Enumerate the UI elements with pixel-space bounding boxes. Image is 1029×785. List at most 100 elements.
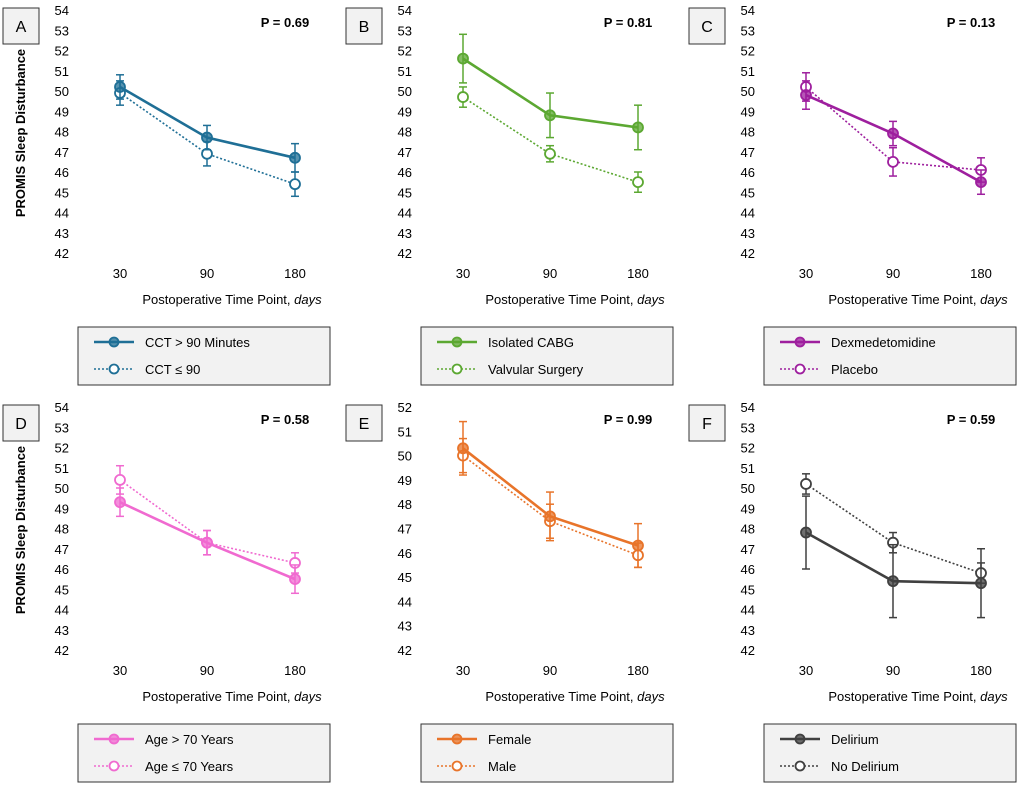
y-tick-label: 52 bbox=[398, 400, 412, 415]
legend-label: Age > 70 Years bbox=[145, 732, 234, 747]
series-line bbox=[462, 96, 639, 183]
series-solid bbox=[800, 495, 987, 619]
x-tick-label: 90 bbox=[200, 266, 214, 281]
data-point bbox=[632, 539, 644, 552]
p-value-label: P = 0.69 bbox=[261, 15, 310, 30]
y-tick-label: 43 bbox=[741, 226, 755, 241]
panel-letter: A bbox=[16, 19, 27, 36]
legend-label: Isolated CABG bbox=[488, 335, 574, 350]
y-tick-label: 52 bbox=[398, 44, 412, 59]
x-axis-label-unit: days bbox=[980, 689, 1008, 704]
y-tick-label: 50 bbox=[741, 481, 755, 496]
data-point bbox=[800, 478, 812, 490]
x-axis-label: Postoperative Time Point, days bbox=[485, 292, 665, 307]
y-tick-label: 42 bbox=[55, 643, 69, 658]
y-tick-label: 44 bbox=[741, 206, 755, 221]
data-point bbox=[457, 91, 469, 103]
y-tick-label: 52 bbox=[55, 441, 69, 456]
data-point bbox=[289, 178, 301, 191]
data-point bbox=[289, 151, 301, 164]
y-tick-label: 49 bbox=[55, 104, 69, 119]
legend-label: CCT ≤ 90 bbox=[145, 362, 200, 377]
y-tick-label: 45 bbox=[55, 582, 69, 597]
y-tick-label: 53 bbox=[398, 23, 412, 38]
data-point bbox=[114, 474, 126, 486]
p-value-label: P = 0.13 bbox=[947, 15, 996, 30]
panel-c: C 42 43 44 45 46 47 48 49 50 51 52 53 54 30 90 180 P = 0.… bbox=[688, 3, 1017, 386]
y-tick-label: 45 bbox=[741, 582, 755, 597]
panel-e: E 42 43 44 45 46 47 48 49 50 51 52 30 90 180 P = 0.99 Po… bbox=[345, 400, 674, 783]
panel-letter: D bbox=[15, 416, 27, 433]
y-tick-label: 42 bbox=[741, 246, 755, 261]
x-axis-label: Postoperative Time Point, days bbox=[142, 292, 322, 307]
legend-box bbox=[763, 326, 1017, 386]
series-solid bbox=[114, 74, 301, 173]
legend-marker bbox=[451, 363, 463, 375]
legend-label: Age ≤ 70 Years bbox=[145, 759, 234, 774]
y-tick-label: 50 bbox=[398, 449, 412, 464]
x-axis-label: Postoperative Time Point, days bbox=[828, 689, 1008, 704]
x-tick-label: 30 bbox=[799, 663, 813, 678]
x-tick-label: 30 bbox=[456, 663, 470, 678]
y-tick-label: 53 bbox=[55, 420, 69, 435]
data-point bbox=[114, 81, 126, 93]
x-axis-label-text: Postoperative Time Point, bbox=[828, 689, 980, 704]
panel-letter-box bbox=[2, 404, 40, 442]
y-tick-label: 44 bbox=[741, 603, 755, 618]
y-tick-label: 54 bbox=[741, 400, 755, 415]
panel-letter-box bbox=[345, 404, 383, 442]
data-point bbox=[632, 176, 644, 189]
y-tick-label: 51 bbox=[398, 424, 412, 439]
y-tick-label: 47 bbox=[741, 542, 755, 557]
series-line bbox=[119, 92, 296, 185]
y-tick-label: 49 bbox=[398, 104, 412, 119]
y-tick-label: 45 bbox=[55, 185, 69, 200]
legend-marker bbox=[451, 733, 463, 745]
y-tick-label: 52 bbox=[741, 44, 755, 59]
legend-marker bbox=[451, 760, 463, 772]
x-tick-label: 90 bbox=[886, 266, 900, 281]
x-axis-label-text: Postoperative Time Point, bbox=[142, 292, 294, 307]
y-tick-label: 49 bbox=[398, 473, 412, 488]
x-axis-label-unit: days bbox=[637, 292, 665, 307]
y-tick-label: 44 bbox=[55, 206, 69, 221]
legend: Age > 70 Years Age ≤ 70 Years bbox=[77, 723, 331, 783]
y-tick-label: 46 bbox=[55, 165, 69, 180]
legend-box bbox=[77, 723, 331, 783]
series-solid bbox=[457, 420, 644, 569]
y-tick-label: 47 bbox=[398, 522, 412, 537]
legend-marker bbox=[794, 733, 806, 745]
y-tick-label: 43 bbox=[741, 623, 755, 638]
panel-letter: E bbox=[359, 416, 370, 433]
data-point bbox=[887, 155, 899, 168]
legend-box bbox=[77, 326, 331, 386]
panel-letter-box bbox=[688, 7, 726, 45]
legend-label: Dexmedetomidine bbox=[831, 335, 936, 350]
y-tick-label: 47 bbox=[398, 145, 412, 160]
y-tick-label: 47 bbox=[55, 145, 69, 160]
y-tick-label: 43 bbox=[55, 226, 69, 241]
y-tick-label: 53 bbox=[741, 23, 755, 38]
y-tick-label: 50 bbox=[55, 84, 69, 99]
data-point bbox=[800, 526, 812, 539]
data-point bbox=[289, 573, 301, 586]
legend: Isolated CABG Valvular Surgery bbox=[420, 326, 674, 386]
y-tick-label: 52 bbox=[741, 441, 755, 456]
data-point bbox=[544, 147, 556, 160]
panel-letter-box bbox=[688, 404, 726, 442]
data-point bbox=[201, 536, 213, 549]
series-solid bbox=[800, 80, 987, 196]
legend-marker bbox=[108, 336, 120, 348]
y-tick-label: 50 bbox=[741, 84, 755, 99]
x-tick-label: 30 bbox=[456, 266, 470, 281]
y-tick-label: 45 bbox=[398, 570, 412, 585]
x-tick-label: 30 bbox=[113, 266, 127, 281]
data-point bbox=[800, 89, 812, 101]
y-tick-label: 54 bbox=[55, 3, 69, 18]
y-tick-label: 53 bbox=[741, 420, 755, 435]
y-tick-label: 42 bbox=[55, 246, 69, 261]
y-tick-label: 49 bbox=[741, 501, 755, 516]
y-tick-label: 50 bbox=[398, 84, 412, 99]
legend: CCT > 90 Minutes CCT ≤ 90 bbox=[77, 326, 331, 386]
legend: Dexmedetomidine Placebo bbox=[763, 326, 1017, 386]
